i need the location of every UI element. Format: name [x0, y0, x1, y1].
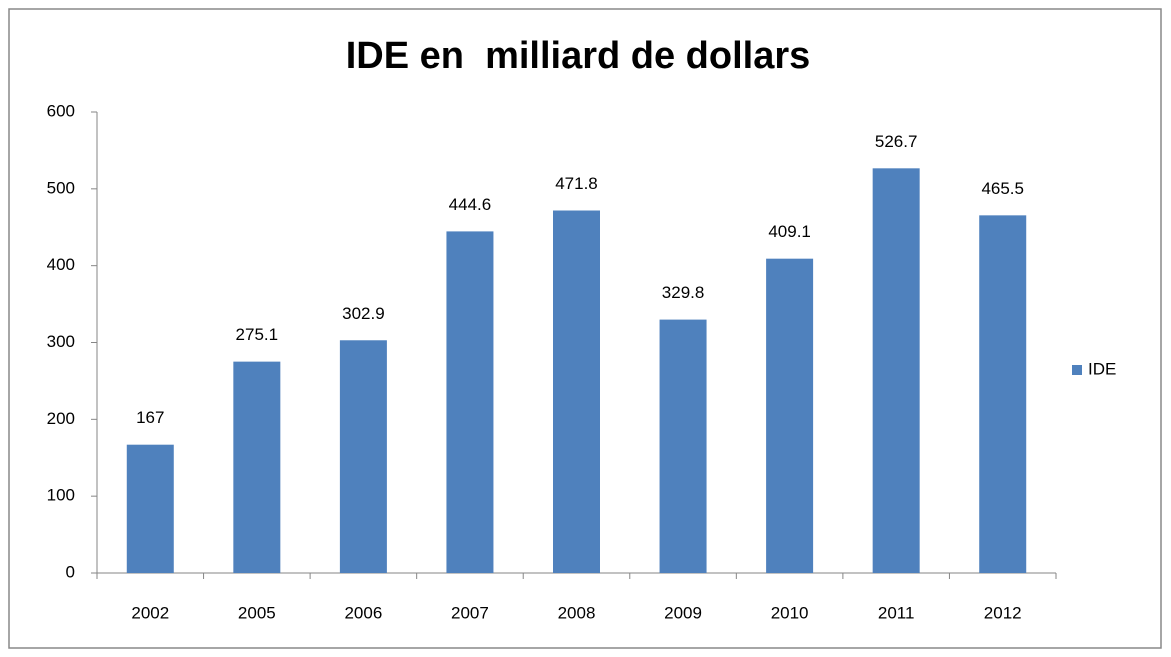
legend-swatch	[1072, 365, 1082, 375]
y-tick-label: 400	[47, 255, 75, 274]
x-tick-label: 2012	[984, 603, 1022, 622]
y-tick-label: 0	[66, 562, 75, 581]
data-label: 275.1	[236, 325, 279, 344]
data-label: 167	[136, 408, 164, 427]
y-tick-label: 600	[47, 101, 75, 120]
y-tick-label: 200	[47, 409, 75, 428]
legend-label: IDE	[1088, 359, 1116, 378]
x-tick-label: 2010	[771, 603, 809, 622]
bar	[446, 231, 494, 574]
data-label: 444.6	[449, 195, 492, 214]
x-tick-label: 2006	[344, 603, 382, 622]
y-tick-label: 100	[47, 486, 75, 505]
x-tick-label: 2008	[558, 603, 596, 622]
y-tick-label: 300	[47, 332, 75, 351]
bar	[766, 258, 814, 573]
bar	[659, 319, 707, 573]
chart-title: IDE en milliard de dollars	[346, 35, 811, 77]
bar	[979, 215, 1027, 574]
x-tick-label: 2007	[451, 603, 489, 622]
x-tick-label: 2002	[131, 603, 169, 622]
bar	[233, 361, 281, 573]
x-tick-label: 2005	[238, 603, 276, 622]
data-label: 526.7	[875, 132, 918, 151]
bar	[339, 340, 387, 573]
data-label: 409.1	[768, 222, 811, 241]
data-label: 329.8	[662, 283, 705, 302]
bar	[553, 210, 600, 573]
x-tick-label: 2011	[878, 603, 915, 622]
bar	[126, 444, 174, 573]
data-label: 471.8	[555, 174, 598, 193]
data-label: 465.5	[981, 179, 1024, 198]
x-tick-label: 2009	[664, 603, 702, 622]
bar	[872, 168, 920, 573]
y-tick-label: 500	[47, 178, 75, 197]
data-label: 302.9	[342, 304, 385, 323]
